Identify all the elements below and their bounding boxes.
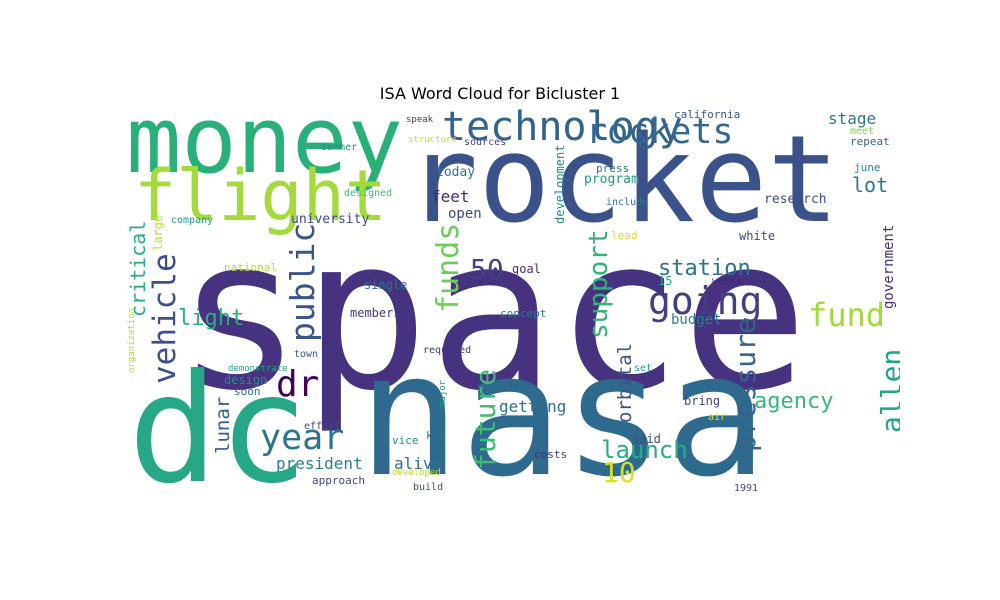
word-vice: vice (392, 434, 419, 447)
word-speak: speak (406, 115, 434, 125)
word-soon: soon (234, 385, 261, 398)
word-critical: critical (126, 221, 150, 318)
word-single: single (364, 278, 408, 292)
word-1991: 1991 (734, 483, 759, 494)
word-funds: funds (431, 223, 466, 314)
word-costs: costs (534, 448, 568, 461)
word-demonstrate: demonstrate (228, 364, 288, 374)
word-key: key (426, 429, 446, 442)
word-required: required (423, 345, 472, 356)
word-white: white (739, 229, 776, 243)
word-summer: summer (321, 142, 358, 153)
word-stage: stage (828, 109, 877, 128)
word-repeat: repeat (850, 135, 890, 148)
word-lead: lead (611, 229, 638, 242)
word-technology: technology (442, 104, 683, 150)
word-government: government (881, 225, 897, 310)
word-future: future (469, 369, 502, 471)
word-developed: developed (392, 468, 441, 478)
word-public: public (283, 223, 322, 343)
word-build: build (413, 482, 444, 493)
word-space: space (176, 192, 809, 437)
word-cloud: space nasa dc rocket money flight technology ro… (126, 103, 900, 495)
word-agency: agency (754, 389, 834, 414)
word-allen: allen (875, 349, 900, 434)
figure-title: ISA Word Cloud for Bicluster 1 (379, 84, 621, 103)
word-budget: budget (671, 312, 722, 328)
word-dr: dr (276, 364, 320, 405)
word-sources: sources (464, 137, 507, 148)
word-dc: dc (128, 343, 309, 495)
word-concept: concept (500, 307, 547, 320)
word-station: station (658, 256, 751, 281)
word-effort: effort (304, 421, 341, 432)
word-feet: feet (431, 187, 470, 206)
word-pressure: pressure (729, 317, 762, 452)
word-approach: approach (312, 474, 365, 487)
word-june: june (854, 161, 881, 174)
word-design: design (224, 373, 268, 387)
word-town: town (294, 349, 319, 360)
word-light: light (178, 306, 245, 331)
word-going: going (648, 279, 763, 323)
word-company: company (171, 215, 214, 226)
word-air: air (708, 412, 727, 423)
word-national: national (224, 261, 277, 274)
word-include: include (606, 197, 649, 208)
word-program: program (584, 172, 639, 187)
word-fund: fund (808, 296, 886, 334)
word-getting: getting (499, 397, 567, 416)
word-year: year (260, 418, 345, 458)
word-launch: launch (601, 436, 688, 464)
word-rockets: rockets (586, 112, 734, 152)
word-said: said (632, 432, 661, 446)
word-university: university (291, 212, 370, 227)
word-support: support (584, 229, 614, 339)
word-major: major (438, 380, 448, 408)
word-president: president (276, 454, 363, 473)
word-weeks: weeks (712, 276, 743, 287)
word-orbital: orbital (614, 343, 636, 424)
word-15: 15 (658, 274, 673, 288)
word-set: set (634, 363, 653, 374)
word-lunar: lunar (212, 397, 234, 455)
word-50: 50 (470, 253, 504, 286)
word-vehicle: vehicle (147, 253, 183, 384)
word-money: money (126, 103, 403, 194)
word-lot: lot (852, 173, 889, 197)
word-bring: bring (684, 394, 721, 408)
word-10: 10 (602, 456, 636, 489)
word-alive: alive (394, 454, 443, 473)
word-nasa: nasa (358, 317, 768, 495)
word-meet: meet (850, 126, 875, 137)
word-organization: organization (127, 308, 137, 374)
word-members: members (350, 306, 401, 320)
word-structure: structure (408, 135, 457, 145)
word-flight: flight (134, 155, 387, 237)
word-open: open (448, 206, 482, 222)
word-development: development (553, 145, 567, 225)
word-goal: goal (512, 262, 541, 276)
word-today: today (436, 165, 476, 180)
word-rocket: rocket (406, 111, 840, 250)
word-press: press (596, 162, 630, 175)
word-large: large (151, 215, 165, 252)
word-california: california (674, 108, 741, 121)
word-research: research (764, 192, 827, 207)
word-designed: designed (344, 188, 393, 199)
